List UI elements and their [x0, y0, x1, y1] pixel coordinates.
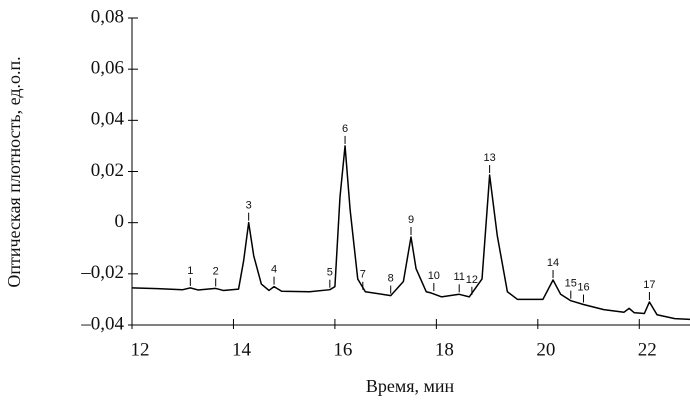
- peak-label: 9: [408, 214, 414, 226]
- y-axis-title: Оптическая плотность, ед.о.п.: [4, 56, 24, 287]
- x-tick-label: 20: [536, 339, 555, 360]
- x-tick-label: 14: [232, 339, 252, 360]
- peak-label: 12: [466, 274, 478, 286]
- y-tick-label: 0,02: [91, 160, 124, 181]
- x-tick-label: 16: [333, 339, 352, 360]
- y-tick-label: –0,02: [80, 262, 124, 283]
- peak-label: 14: [547, 257, 559, 269]
- peak-label: 8: [388, 272, 394, 284]
- peak-label: 11: [453, 271, 464, 283]
- y-tick-label: 0,08: [91, 6, 124, 27]
- peak-label: 17: [643, 279, 655, 291]
- y-tick-label: 0: [115, 211, 125, 232]
- y-tick-label: –0,04: [80, 313, 124, 334]
- peak-label: 15: [565, 278, 577, 290]
- x-tick-label: 22: [638, 339, 657, 360]
- x-axis-title: Время, мин: [366, 376, 455, 396]
- peak-label: 13: [484, 152, 496, 164]
- peak-label: 16: [577, 281, 589, 293]
- peak-label: 3: [246, 200, 252, 212]
- y-tick-label: 0,04: [91, 109, 125, 130]
- peak-label: 4: [271, 264, 277, 276]
- peak-label: 2: [213, 265, 219, 277]
- y-tick-label: 0,06: [91, 58, 124, 79]
- x-tick-label: 12: [131, 339, 150, 360]
- peak-label: 7: [360, 269, 366, 281]
- x-tick-label: 18: [435, 339, 454, 360]
- peak-label: 1: [187, 265, 193, 277]
- chromatogram-line: [131, 145, 690, 321]
- peak-label: 6: [342, 123, 348, 135]
- peak-label: 5: [327, 267, 333, 279]
- peak-label: 10: [428, 270, 440, 282]
